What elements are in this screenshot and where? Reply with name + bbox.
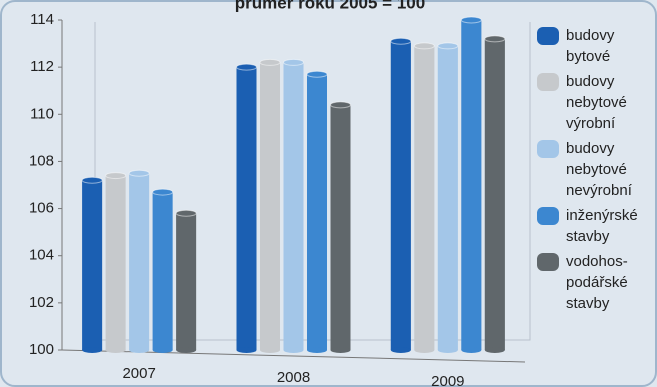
bar-cap xyxy=(105,172,127,180)
bar-shade xyxy=(105,175,126,350)
y-tick-label: 112 xyxy=(30,58,54,75)
chart-title: průměr roku 2005 = 100 xyxy=(235,0,425,12)
bar-base xyxy=(437,347,458,353)
bar-cap xyxy=(283,58,304,66)
bar-cap xyxy=(437,42,459,50)
legend-label: vodohos-podářské stavby xyxy=(566,253,628,312)
bar-shade xyxy=(390,41,411,350)
bar-base xyxy=(307,347,327,353)
legend-label: budovy bytové xyxy=(566,27,615,65)
bar-shade xyxy=(484,38,505,350)
legend-label: budovy nebytové výrobní xyxy=(566,73,627,132)
bar-base xyxy=(330,347,351,353)
bar-shade xyxy=(260,62,280,351)
bar-base xyxy=(484,347,505,353)
bar-shade xyxy=(437,45,458,351)
y-tick-label: 100 xyxy=(29,341,54,358)
bar-cap xyxy=(236,63,257,71)
x-tick-label: 2008 xyxy=(277,369,310,386)
bar-cap xyxy=(128,169,150,177)
bar-cap xyxy=(413,42,435,50)
legend-swatch xyxy=(537,253,559,271)
bar-cap xyxy=(152,188,174,196)
x-tick-label: 2009 xyxy=(431,373,464,387)
legend-label: inženýrské stavby xyxy=(566,207,638,245)
bar-cap xyxy=(460,16,482,24)
bar-shade xyxy=(330,104,351,350)
bar-base xyxy=(176,347,197,353)
bar-base xyxy=(129,347,150,353)
legend-swatch xyxy=(537,207,559,225)
bar-shade xyxy=(414,45,435,351)
y-tick-label: 108 xyxy=(29,152,54,169)
bar-shade xyxy=(283,62,304,351)
bar-base xyxy=(283,347,304,353)
legend-label: budovy nebytové nevýrobní xyxy=(566,140,633,199)
legend-swatch xyxy=(537,27,559,45)
bar-cap xyxy=(306,70,328,78)
bar-base xyxy=(461,347,482,353)
y-tick-label: 106 xyxy=(29,200,54,217)
bar-base xyxy=(260,347,280,353)
bar-base xyxy=(390,347,411,353)
bar-base xyxy=(105,347,126,353)
bar-shade xyxy=(236,67,257,351)
bar-cap xyxy=(484,35,506,43)
bar-cap xyxy=(81,176,103,184)
y-tick-label: 102 xyxy=(29,294,54,311)
bar-cap xyxy=(330,101,351,109)
bar-shade xyxy=(129,173,150,350)
bar-shade xyxy=(152,192,173,350)
bar-base xyxy=(414,347,435,353)
bar-base xyxy=(152,347,173,353)
bar-base xyxy=(82,347,103,353)
bar-base xyxy=(236,347,257,353)
bar-cap xyxy=(390,37,412,45)
bar-shade xyxy=(82,180,103,350)
legend-swatch xyxy=(537,140,559,158)
y-tick-label: 114 xyxy=(30,11,54,28)
y-tick-label: 110 xyxy=(30,105,54,122)
legend-swatch xyxy=(537,73,559,91)
bar-shade xyxy=(461,20,482,350)
bar-shade xyxy=(176,213,197,350)
bar-shade xyxy=(307,74,327,350)
x-tick-label: 2007 xyxy=(122,365,155,382)
bar-cap xyxy=(175,209,197,217)
y-tick-label: 104 xyxy=(29,247,54,264)
bar-cap xyxy=(259,58,281,66)
